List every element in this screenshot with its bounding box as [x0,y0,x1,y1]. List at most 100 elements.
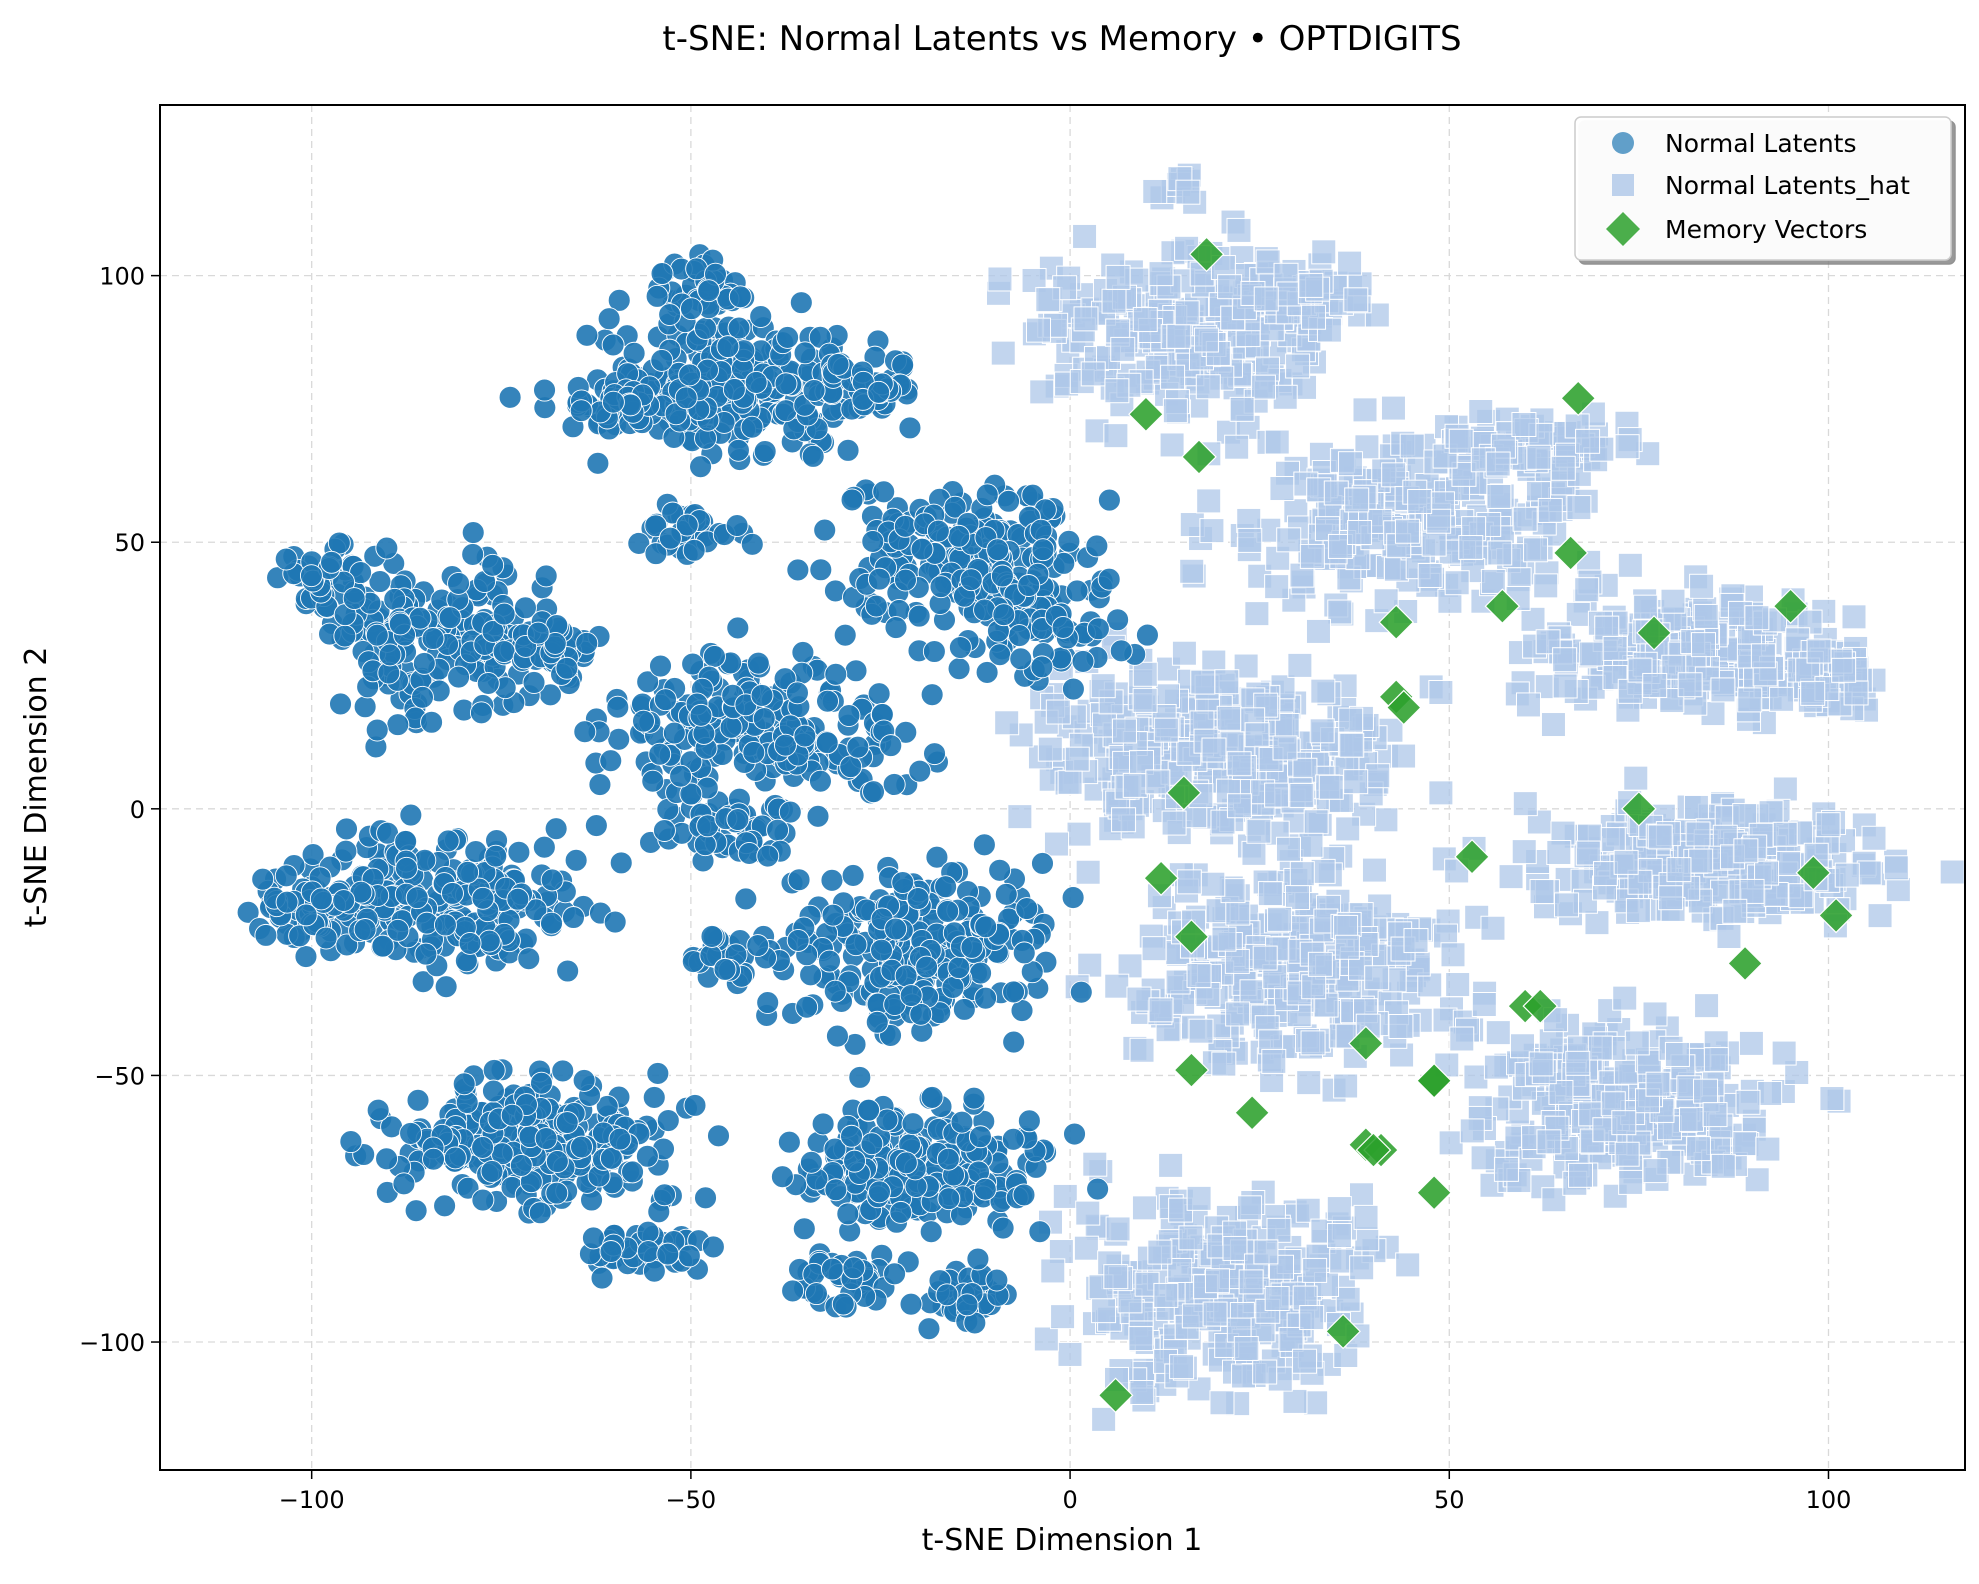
normal-latents-point [756,844,780,868]
normal-latents-point [910,537,934,561]
normal-latents-hat-point [1153,717,1179,743]
normal-latents-point [694,1186,717,1210]
normal-latents-point [656,1242,680,1266]
normal-latents-point [846,735,870,759]
normal-latents-point [884,616,908,639]
normal-latents-point [870,938,893,962]
normal-latents-point [867,567,891,591]
normal-latents-hat-point [1037,736,1063,762]
normal-latents-point [973,598,996,622]
normal-latents-point [674,386,698,410]
normal-latents-hat-point [1352,397,1378,423]
normal-latents-point [793,341,817,365]
normal-latents-hat-point [1417,562,1443,588]
normal-latents-point [555,1111,579,1134]
normal-latents-hat-point [1159,432,1185,458]
normal-latents-point [994,882,1018,906]
normal-latents-hat-point [1302,1257,1328,1283]
x-tick-label: −50 [666,1486,717,1514]
normal-latents-point [471,886,495,910]
normal-latents-point [702,644,726,668]
normal-latents-point [274,547,298,571]
normal-latents-hat-point [1445,972,1471,998]
normal-latents-point [1051,615,1075,639]
normal-latents-point [395,856,418,880]
normal-latents-hat-point [1625,898,1651,924]
normal-latents-hat-point [1303,809,1329,835]
normal-latents-hat-point [1272,384,1298,410]
normal-latents-point [929,575,953,599]
normal-latents-hat-point [1613,1059,1639,1085]
normal-latents-point [399,803,423,827]
normal-latents-hat-point [1841,604,1867,630]
normal-latents-hat-point [1395,1252,1421,1278]
normal-latents-hat-point [1326,1196,1352,1222]
normal-latents-point [254,923,278,947]
normal-latents-hat-point [1132,307,1158,333]
normal-latents-hat-point [1624,1030,1650,1056]
normal-latents-point [833,623,857,647]
normal-latents-point [1030,655,1054,679]
normal-latents-hat-point [1772,821,1798,847]
normal-latents-hat-point [1428,780,1454,806]
normal-latents-hat-point [1693,1078,1719,1104]
normal-latents-hat-point [1348,1182,1374,1208]
normal-latents-point [414,942,438,966]
normal-latents-point [662,721,686,745]
normal-latents-point [840,488,864,512]
normal-latents-point [820,1257,844,1281]
normal-latents-point [482,1058,506,1082]
normal-latents-hat-point [1033,1326,1059,1352]
normal-latents-point [658,303,682,326]
normal-latents-point [908,759,932,783]
normal-latents-hat-point [1327,599,1353,625]
normal-latents-hat-point [1209,1390,1235,1416]
normal-latents-hat-point [1688,848,1714,874]
normal-latents-hat-point [1694,993,1720,1019]
normal-latents-hat-point [1147,1239,1173,1265]
normal-latents-point [778,800,802,824]
normal-latents-hat-point [1645,1071,1671,1097]
normal-latents-hat-point [1193,327,1219,353]
normal-latents-hat-point [1211,926,1237,952]
normal-latents-point [678,363,702,387]
normal-latents-hat-point [990,340,1016,366]
normal-latents-point [950,1110,974,1134]
normal-latents-hat-point [1246,818,1272,844]
normal-latents-point [1012,1183,1036,1207]
normal-latents-point [545,1181,569,1205]
normal-latents-point [968,1125,992,1149]
normal-latents-hat-point [1296,1070,1322,1096]
normal-latents-point [476,671,500,695]
normal-latents-hat-point [1683,794,1709,820]
normal-latents-hat-point [1388,1014,1414,1040]
normal-latents-hat-point [1211,1051,1237,1077]
normal-latents-hat-point [1111,718,1137,744]
normal-latents-point [1017,574,1041,597]
normal-latents-hat-point [1347,519,1373,545]
normal-latents-point [1071,649,1095,673]
normal-latents-point [335,817,358,841]
normal-latents-hat-point [1052,1183,1078,1209]
normal-latents-point [469,701,493,725]
normal-latents-point [744,370,768,394]
normal-latents-point [793,724,817,748]
normal-latents-point [482,1079,505,1103]
normal-latents-point [742,741,766,764]
normal-latents-hat-point [1354,1226,1380,1252]
normal-latents-point [632,709,655,733]
normal-latents-point [988,643,1012,667]
normal-latents-point [966,1247,990,1271]
normal-latents-point [1002,980,1025,1004]
normal-latents-point [586,451,610,475]
normal-latents-point [837,704,861,728]
normal-latents-hat-point [1623,765,1649,791]
normal-latents-hat-point [1361,857,1387,883]
y-tick-label: 50 [114,529,145,557]
normal-latents-hat-point [1364,965,1390,991]
normal-latents-hat-point [1276,281,1302,307]
normal-latents-point [471,1188,495,1212]
normal-latents-hat-point [1253,286,1279,312]
normal-latents-hat-point [1231,1363,1257,1389]
